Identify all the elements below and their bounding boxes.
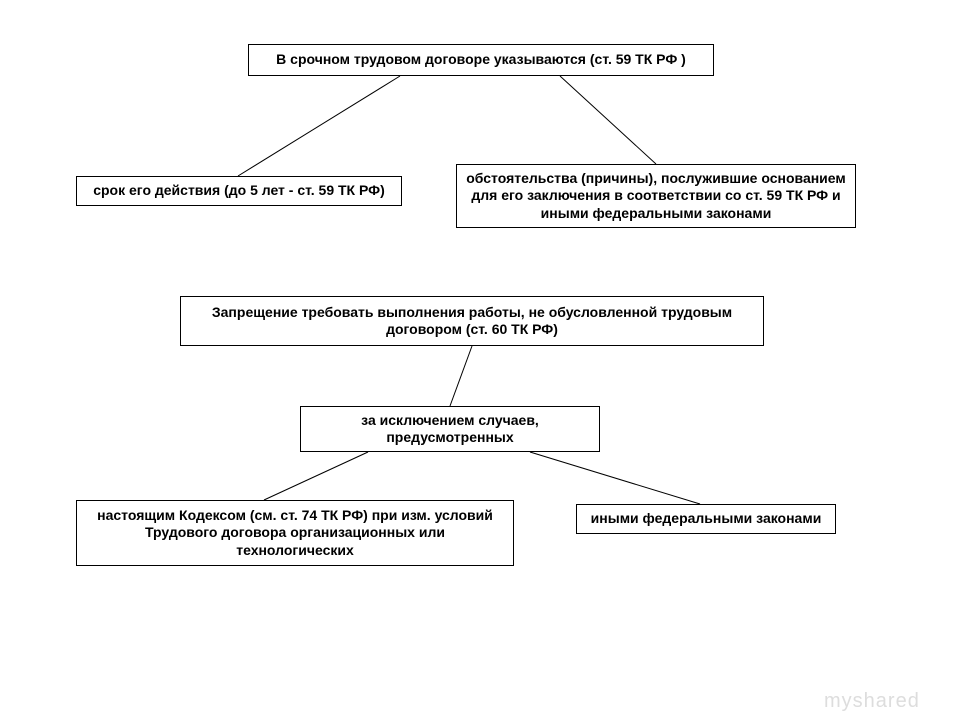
edge-layer xyxy=(0,0,960,720)
node-right1-label: обстоятельства (причины), послужившие ос… xyxy=(465,170,847,223)
node-mid2-label: за исключением случаев, предусмотренных xyxy=(309,412,591,447)
node-other-federal: иными федеральными законами xyxy=(576,504,836,534)
node-left1-label: срок его действия (до 5 лет - ст. 59 ТК … xyxy=(93,182,385,200)
watermark: myshared xyxy=(824,690,920,713)
node-term-duration: срок его действия (до 5 лет - ст. 59 ТК … xyxy=(76,176,402,206)
node-prohibition: Запрещение требовать выполнения работы, … xyxy=(180,296,764,346)
node-right2-label: иными федеральными законами xyxy=(591,510,822,528)
node-top: В срочном трудовом договоре указываются … xyxy=(248,44,714,76)
node-codex: настоящим Кодексом (см. ст. 74 ТК РФ) пр… xyxy=(76,500,514,566)
watermark-text: myshared xyxy=(824,690,920,712)
node-circumstances: обстоятельства (причины), послужившие ос… xyxy=(456,164,856,228)
node-exceptions: за исключением случаев, предусмотренных xyxy=(300,406,600,452)
node-left2-label: настоящим Кодексом (см. ст. 74 ТК РФ) пр… xyxy=(85,507,505,560)
node-mid1-label: Запрещение требовать выполнения работы, … xyxy=(189,304,755,339)
node-top-label: В срочном трудовом договоре указываются … xyxy=(276,51,686,69)
